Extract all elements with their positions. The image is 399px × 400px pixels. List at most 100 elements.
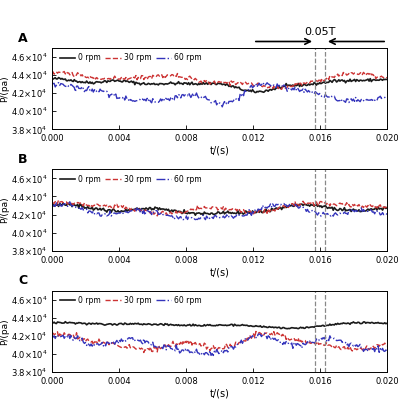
X-axis label: t/(s): t/(s) bbox=[209, 389, 229, 399]
60 rpm bbox=[334, 338, 339, 343]
Y-axis label: P/(pa): P/(pa) bbox=[0, 318, 9, 345]
Line: 0 rpm: 0 rpm bbox=[52, 322, 387, 329]
60 rpm bbox=[257, 207, 262, 212]
30 rpm bbox=[354, 71, 359, 76]
0 rpm bbox=[49, 321, 54, 326]
Line: 60 rpm: 60 rpm bbox=[52, 82, 387, 107]
30 rpm bbox=[56, 198, 61, 202]
0 rpm bbox=[334, 322, 339, 327]
Line: 0 rpm: 0 rpm bbox=[52, 78, 387, 92]
60 rpm bbox=[250, 333, 255, 338]
30 rpm bbox=[51, 200, 55, 205]
30 rpm bbox=[356, 204, 360, 208]
60 rpm bbox=[260, 80, 265, 85]
0 rpm bbox=[249, 89, 254, 94]
0 rpm bbox=[257, 89, 262, 94]
30 rpm bbox=[155, 214, 160, 218]
30 rpm bbox=[250, 333, 255, 338]
30 rpm bbox=[356, 346, 360, 351]
30 rpm bbox=[51, 70, 55, 74]
0 rpm bbox=[49, 76, 54, 81]
30 rpm bbox=[385, 344, 389, 348]
0 rpm bbox=[61, 201, 65, 206]
30 rpm bbox=[49, 69, 54, 74]
Text: A: A bbox=[18, 32, 28, 45]
Y-axis label: P/(pa): P/(pa) bbox=[0, 75, 9, 102]
30 rpm bbox=[334, 203, 339, 208]
60 rpm bbox=[249, 83, 254, 88]
Y-axis label: P/(pa): P/(pa) bbox=[0, 197, 9, 223]
Text: C: C bbox=[18, 274, 28, 288]
60 rpm bbox=[67, 199, 72, 204]
30 rpm bbox=[249, 80, 254, 85]
X-axis label: t/(s): t/(s) bbox=[209, 146, 229, 156]
0 rpm bbox=[251, 210, 256, 215]
60 rpm bbox=[250, 209, 255, 214]
0 rpm bbox=[253, 90, 258, 95]
Line: 60 rpm: 60 rpm bbox=[52, 333, 387, 356]
Line: 60 rpm: 60 rpm bbox=[52, 202, 387, 220]
0 rpm bbox=[250, 324, 255, 329]
0 rpm bbox=[356, 320, 360, 325]
60 rpm bbox=[356, 208, 360, 212]
0 rpm bbox=[385, 321, 389, 326]
60 rpm bbox=[249, 335, 254, 340]
60 rpm bbox=[211, 353, 216, 358]
60 rpm bbox=[263, 331, 267, 336]
0 rpm bbox=[193, 213, 198, 218]
60 rpm bbox=[49, 80, 54, 85]
X-axis label: t/(s): t/(s) bbox=[209, 267, 229, 277]
0 rpm bbox=[51, 320, 55, 325]
60 rpm bbox=[385, 350, 389, 354]
60 rpm bbox=[334, 98, 339, 103]
60 rpm bbox=[180, 217, 184, 222]
Text: 0.05T: 0.05T bbox=[304, 28, 336, 38]
Line: 30 rpm: 30 rpm bbox=[52, 200, 387, 216]
0 rpm bbox=[285, 326, 290, 331]
0 rpm bbox=[385, 77, 389, 82]
30 rpm bbox=[250, 210, 255, 214]
60 rpm bbox=[385, 94, 389, 99]
60 rpm bbox=[220, 104, 225, 109]
Line: 30 rpm: 30 rpm bbox=[52, 71, 387, 89]
Line: 30 rpm: 30 rpm bbox=[52, 332, 387, 352]
30 rpm bbox=[49, 330, 54, 335]
30 rpm bbox=[257, 208, 262, 212]
30 rpm bbox=[141, 350, 146, 355]
60 rpm bbox=[51, 335, 55, 340]
60 rpm bbox=[51, 202, 55, 207]
30 rpm bbox=[248, 81, 253, 86]
0 rpm bbox=[250, 208, 255, 213]
60 rpm bbox=[256, 82, 261, 87]
0 rpm bbox=[356, 209, 360, 214]
30 rpm bbox=[385, 75, 389, 80]
30 rpm bbox=[249, 336, 254, 341]
0 rpm bbox=[63, 319, 68, 324]
0 rpm bbox=[257, 210, 262, 215]
60 rpm bbox=[251, 210, 256, 215]
0 rpm bbox=[249, 324, 254, 328]
0 rpm bbox=[356, 78, 360, 83]
Text: B: B bbox=[18, 153, 28, 166]
0 rpm bbox=[56, 75, 61, 80]
30 rpm bbox=[279, 87, 284, 92]
30 rpm bbox=[334, 343, 339, 348]
30 rpm bbox=[255, 82, 259, 87]
0 rpm bbox=[51, 77, 55, 82]
0 rpm bbox=[334, 80, 339, 84]
30 rpm bbox=[251, 212, 256, 216]
60 rpm bbox=[356, 97, 360, 102]
Line: 0 rpm: 0 rpm bbox=[52, 203, 387, 215]
60 rpm bbox=[334, 212, 339, 217]
60 rpm bbox=[250, 85, 255, 90]
Legend: 0 rpm, 30 rpm, 60 rpm: 0 rpm, 30 rpm, 60 rpm bbox=[57, 50, 205, 66]
0 rpm bbox=[49, 204, 54, 209]
0 rpm bbox=[385, 205, 389, 210]
0 rpm bbox=[51, 202, 55, 206]
0 rpm bbox=[256, 324, 261, 329]
0 rpm bbox=[334, 208, 339, 212]
30 rpm bbox=[257, 330, 262, 335]
30 rpm bbox=[49, 201, 54, 206]
0 rpm bbox=[250, 87, 255, 92]
30 rpm bbox=[385, 206, 389, 210]
